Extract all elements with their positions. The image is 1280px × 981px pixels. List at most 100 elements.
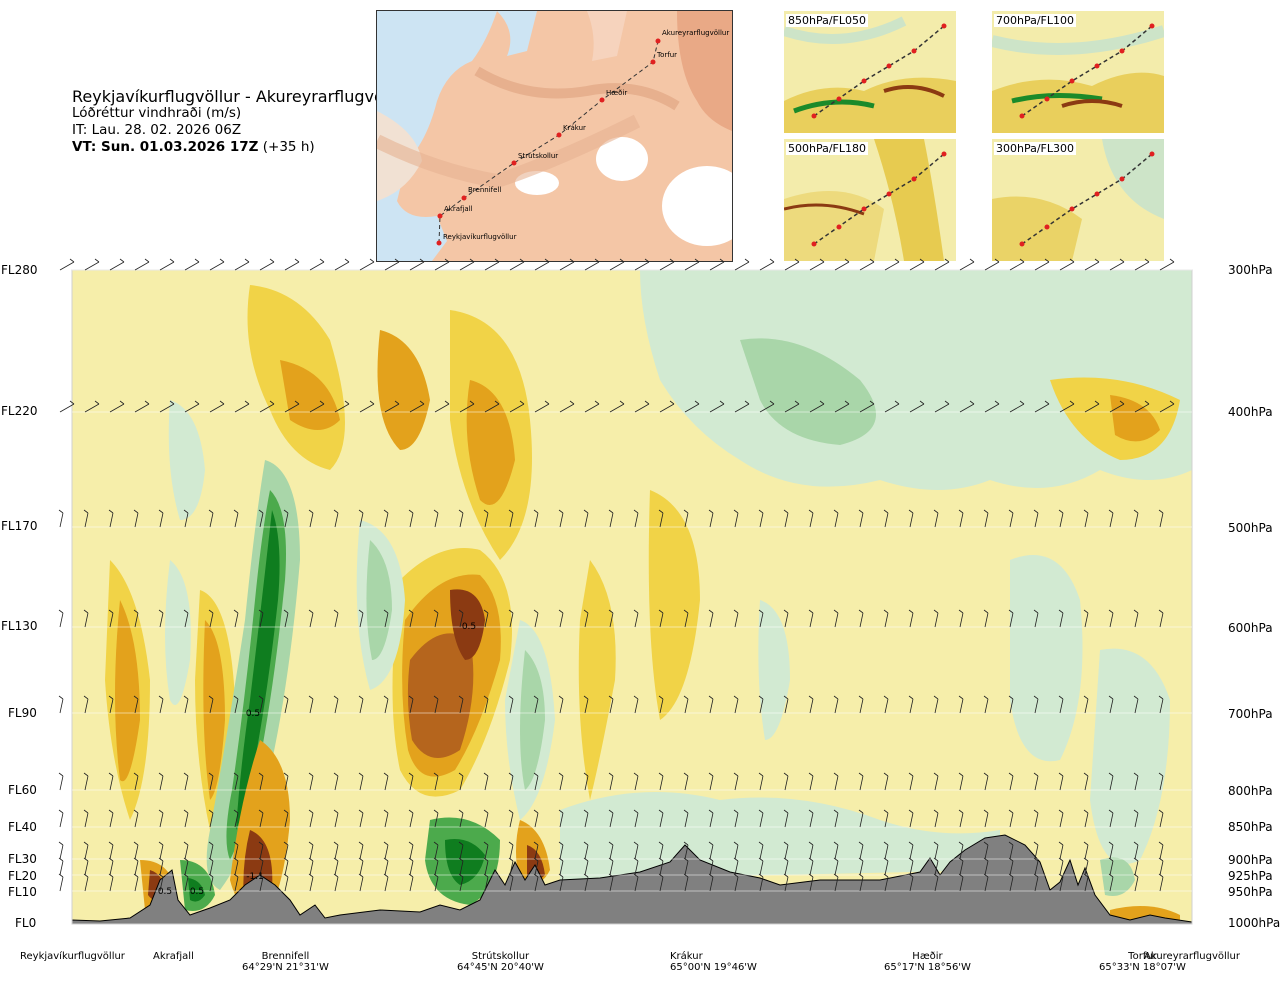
downdraft-column-strong [236, 510, 280, 830]
wind-barb [1008, 772, 1014, 791]
wind-barb [1158, 695, 1164, 714]
wind-barb [1158, 772, 1164, 791]
wind-barb [633, 695, 639, 714]
wind-barb [808, 873, 814, 892]
wind-barb [1008, 857, 1014, 876]
downdraft-core-upper [740, 338, 876, 445]
wind-barb [684, 258, 700, 271]
issue-time: IT: Lau. 28. 02. 2026 06Z [72, 122, 242, 138]
wind-barb [333, 857, 339, 876]
wind-barb [108, 509, 114, 528]
wind-barb [358, 841, 364, 860]
wind-barb [483, 609, 489, 628]
wind-barb [683, 873, 689, 892]
wind-barb [533, 841, 539, 860]
route-map-svg: Akureyrarflugvöllur Torfur Hæðir Krákur … [377, 11, 732, 261]
downdraft-column [520, 650, 545, 790]
wind-barb [558, 772, 564, 791]
wind-barb [933, 841, 939, 860]
wind-barb [608, 509, 614, 528]
wind-barb [884, 258, 900, 271]
downdraft-lower [188, 878, 205, 902]
wind-barb [334, 258, 350, 271]
wind-barb [883, 841, 889, 860]
wind-barb [958, 509, 964, 528]
wind-barb [1083, 509, 1089, 528]
fl-label-60: FL60 [8, 783, 37, 797]
thumbnail-label: 500hPa/FL180 [786, 142, 869, 155]
updraft-band [1110, 395, 1160, 442]
wind-barb [208, 772, 214, 791]
wind-barb [509, 258, 525, 271]
fl-label-130: FL130 [1, 619, 38, 633]
wind-barb [1009, 258, 1025, 271]
wind-barb [1008, 695, 1014, 714]
thumbnail-500hpa[interactable]: 500hPa/FL180 [784, 139, 956, 261]
wind-barb [758, 509, 764, 528]
thumbnail-300hpa[interactable]: 300hPa/FL300 [992, 139, 1164, 261]
wind-barb [534, 400, 550, 413]
wind-barb [833, 857, 839, 876]
wind-barb [758, 841, 764, 860]
wind-barb [983, 509, 989, 528]
wind-barb [508, 841, 514, 860]
wind-barb [408, 857, 414, 876]
wind-barb [733, 809, 739, 828]
wind-barb [883, 873, 889, 892]
wind-barb [683, 841, 689, 860]
wind-barb [108, 772, 114, 791]
wind-barb [308, 841, 314, 860]
wind-barb [758, 695, 764, 714]
contour-label: 0.5 [246, 709, 260, 719]
map-label-reykjavik: Reykjavíkurflugvöllur [443, 233, 517, 241]
thumbnail-700hpa[interactable]: 700hPa/FL100 [992, 11, 1164, 133]
wind-barb [758, 609, 764, 628]
wind-barb [908, 609, 914, 628]
wind-barb [808, 857, 814, 876]
wind-barb [158, 873, 164, 892]
wind-barb [708, 809, 714, 828]
wind-barb [483, 857, 489, 876]
valid-time-strong: VT: Sun. 01.03.2026 17Z [72, 139, 259, 155]
wind-barb [434, 258, 450, 271]
downdraft-column [758, 600, 790, 740]
wind-barb [558, 857, 564, 876]
wind-barb [1133, 857, 1139, 876]
wind-barb [59, 400, 75, 413]
wind-barb [258, 509, 264, 528]
wind-barb [334, 400, 350, 413]
thumbnail-700-svg [992, 11, 1164, 133]
wind-barb [1058, 841, 1064, 860]
hpa-label-950: 950hPa [1228, 885, 1273, 899]
fl-label-20: FL20 [8, 869, 37, 883]
wind-barb [108, 809, 114, 828]
wind-barb [608, 841, 614, 860]
wind-barb [358, 695, 364, 714]
downdraft-column [165, 560, 191, 705]
wind-barb [1034, 400, 1050, 413]
wind-barb [808, 809, 814, 828]
wind-barb [333, 841, 339, 860]
thumbnail-850hpa[interactable]: 850hPa/FL050 [784, 11, 956, 133]
wind-barb [758, 873, 764, 892]
wind-barb [784, 258, 800, 271]
wind-barb [683, 857, 689, 876]
wind-barb [833, 809, 839, 828]
wind-barb [733, 509, 739, 528]
route-map: Akureyrarflugvöllur Torfur Hæðir Krákur … [376, 10, 733, 262]
wind-barb [683, 809, 689, 828]
wind-barb [209, 400, 225, 413]
wind-barb [1033, 841, 1039, 860]
wind-barb [608, 873, 614, 892]
product-subtitle: Lóðréttur vindhraði (m/s) [72, 105, 242, 121]
wind-barb [533, 873, 539, 892]
wind-barb [358, 857, 364, 876]
wind-barb [208, 695, 214, 714]
wind-barb [258, 857, 264, 876]
wind-barb [1058, 857, 1064, 876]
wind-barb [833, 695, 839, 714]
wind-barb [108, 873, 114, 892]
wind-barb [908, 841, 914, 860]
contour-label: -1.1 [246, 872, 264, 882]
hpa-label-925: 925hPa [1228, 869, 1273, 883]
